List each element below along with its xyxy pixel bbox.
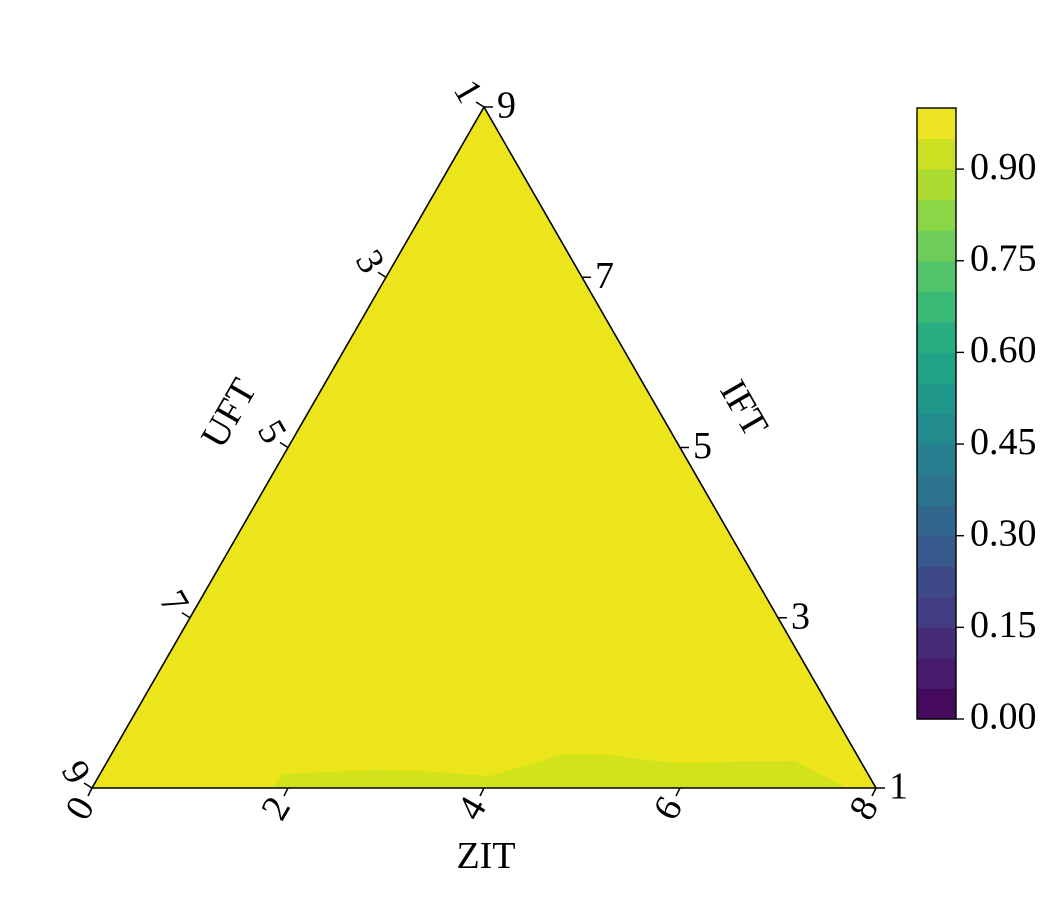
colorbar-segment — [917, 535, 956, 567]
bottom-tick-label: 6 — [645, 790, 691, 827]
colorbar-segment — [917, 260, 956, 292]
colorbar-tick-label: 0.45 — [970, 421, 1037, 463]
right-tick-label: 3 — [791, 595, 810, 637]
left-tick — [475, 101, 485, 108]
colorbar-segment — [917, 505, 956, 537]
colorbar-segment — [917, 444, 956, 476]
colorbar-segment — [917, 627, 956, 659]
colorbar-segment — [917, 321, 956, 353]
colorbar-segment — [917, 596, 956, 628]
right-tick-label: 9 — [497, 85, 516, 127]
colorbar-segment — [917, 382, 956, 415]
left-tick — [181, 612, 191, 619]
right-axis-title: IFT — [711, 373, 776, 443]
left-tick-label: 9 — [53, 754, 99, 791]
colorbar-segment — [917, 230, 956, 262]
left-tick — [83, 782, 93, 789]
colorbar-tick-label: 0.60 — [970, 329, 1037, 371]
right-tick-label: 5 — [693, 425, 712, 467]
right-tick-label: 7 — [595, 255, 614, 297]
bottom-tick — [87, 787, 93, 797]
bottom-tick — [871, 787, 877, 797]
left-tick-label: 3 — [347, 243, 393, 280]
left-tick-label: 1 — [445, 73, 491, 110]
colorbar-frame — [916, 107, 957, 720]
colorbar-segment — [917, 474, 956, 506]
colorbar-tick-label: 0.00 — [970, 696, 1037, 738]
bottom-tick — [675, 787, 681, 797]
bottom-tick-label: 0 — [57, 790, 103, 827]
colorbar-segment — [917, 413, 956, 445]
colorbar-segment — [917, 291, 956, 323]
colorbar-segment — [917, 169, 956, 201]
contour-main-region — [92, 107, 876, 788]
bottom-axis-title: ZIT — [456, 835, 515, 877]
colorbar-tick-label: 0.90 — [970, 146, 1037, 188]
colorbar-tick-label: 0.75 — [970, 237, 1037, 279]
left-tick-label: 5 — [249, 413, 295, 450]
left-tick-label: 7 — [151, 583, 197, 620]
colorbar-tick-label: 0.30 — [970, 512, 1037, 554]
bottom-tick — [479, 787, 485, 797]
colorbar-tick-label: 0.15 — [970, 604, 1037, 646]
colorbar-segment — [917, 657, 956, 690]
colorbar-segment — [917, 199, 956, 231]
left-tick — [377, 271, 387, 278]
colorbar-segment — [917, 688, 956, 720]
colorbar-segment — [917, 138, 956, 170]
contour-band-region — [272, 754, 845, 788]
colorbar-segment — [917, 566, 956, 598]
bottom-tick-label: 4 — [449, 790, 495, 827]
left-tick — [279, 441, 289, 449]
colorbar-segment — [917, 352, 956, 384]
right-tick-label: 1 — [889, 766, 908, 808]
bottom-tick — [283, 787, 289, 797]
bottom-tick-label: 2 — [253, 790, 299, 827]
bottom-tick-label: 8 — [841, 790, 887, 827]
colorbar-segment — [917, 108, 956, 140]
colorbar: 0.00 0.15 0.30 0.45 0.60 0.75 0.90 — [916, 107, 1037, 738]
